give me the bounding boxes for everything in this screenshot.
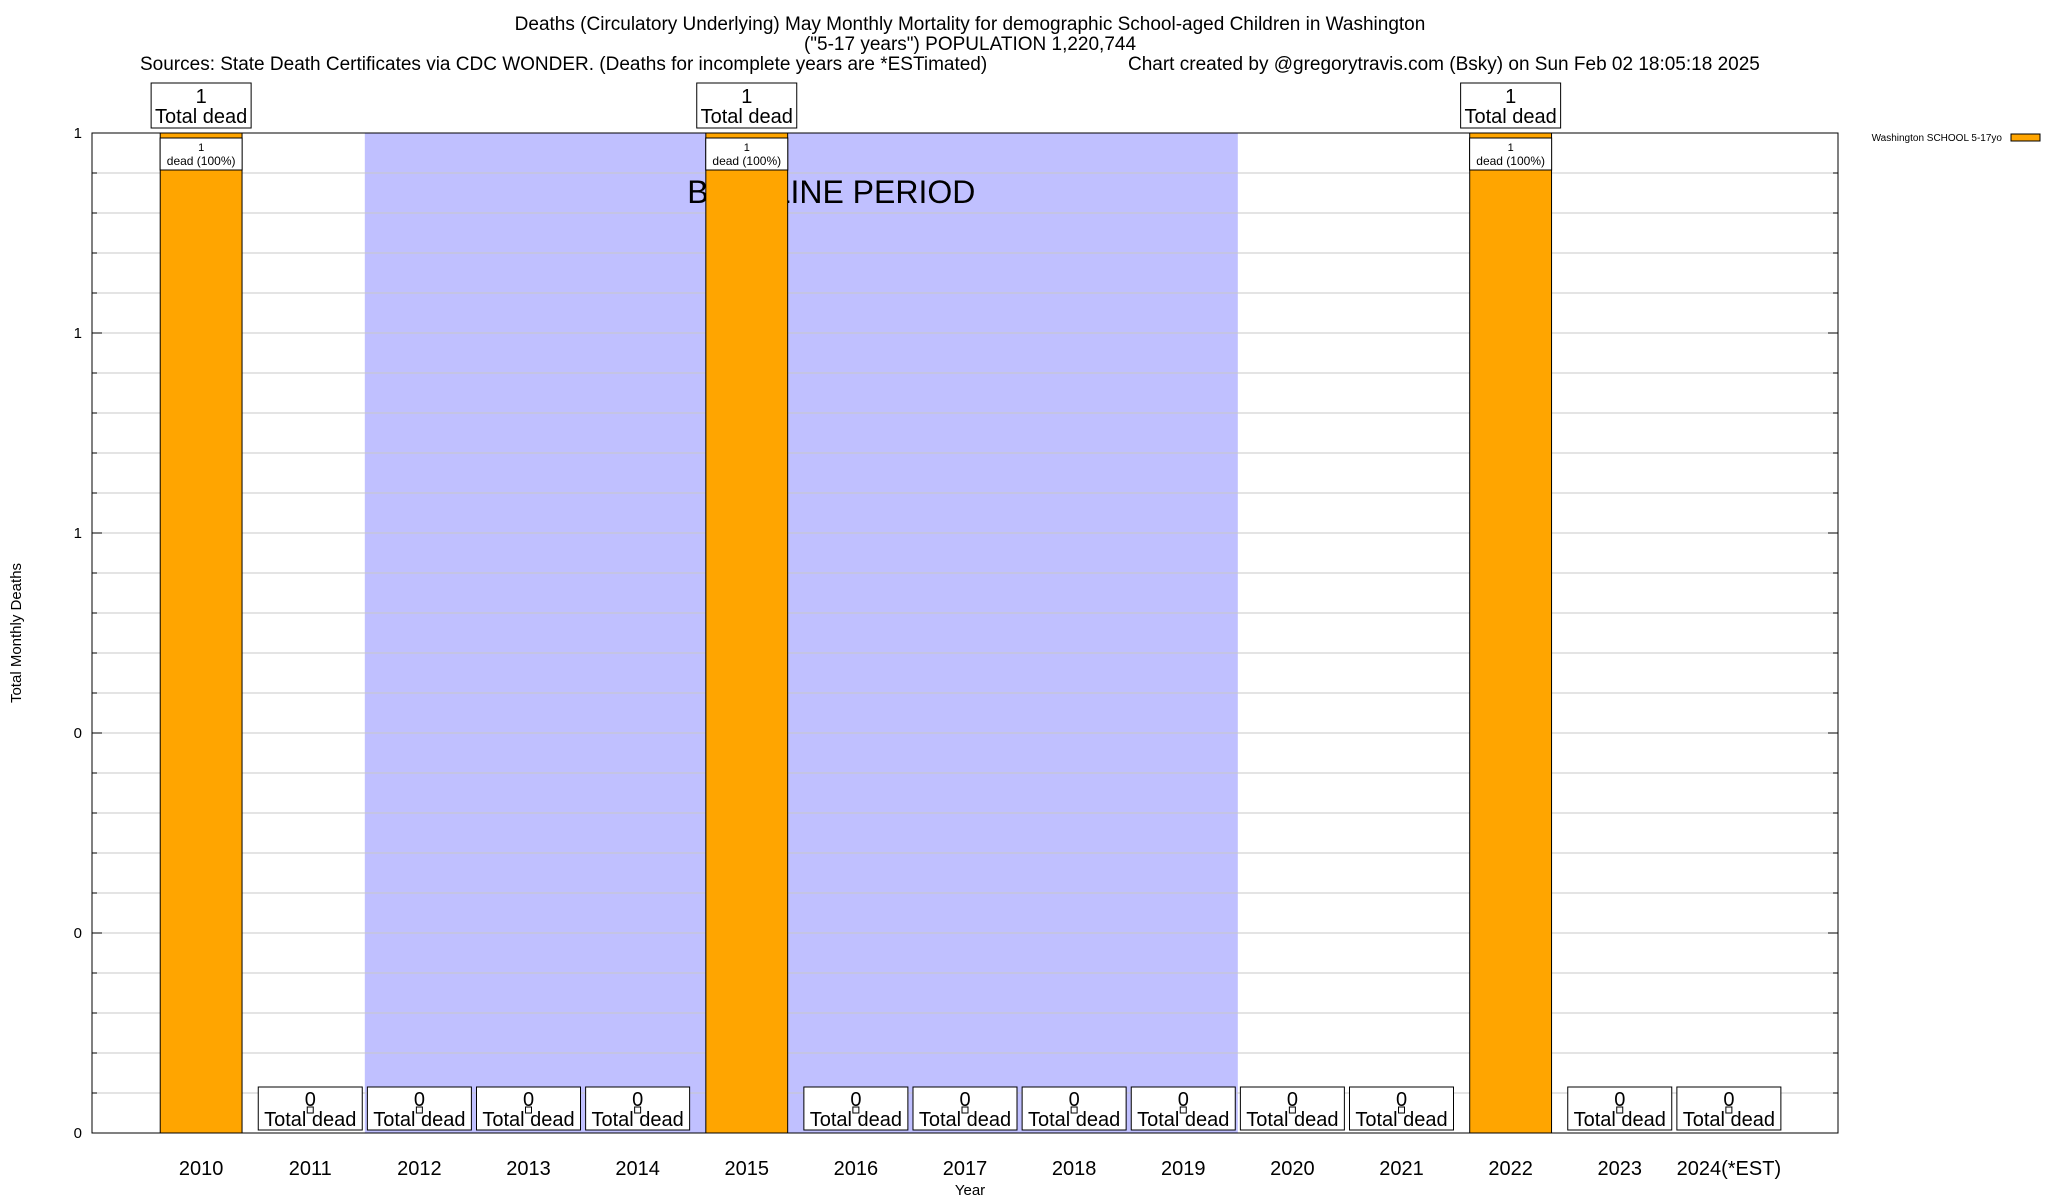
x-tick-label: 2023	[1598, 1158, 1643, 1180]
zero-marker	[525, 1106, 532, 1114]
total-label-text: Total dead	[1355, 1109, 1447, 1131]
total-label-value: 0	[414, 1089, 425, 1111]
total-label-value: 0	[1396, 1089, 1407, 1111]
total-label-box	[1460, 82, 1562, 129]
total-label-value: 0	[523, 1089, 534, 1111]
x-tick-label: 2020	[1270, 1158, 1315, 1180]
segment-label: dead (100%)	[167, 154, 236, 168]
total-label-value: 0	[850, 1089, 861, 1111]
segment-label: 1	[198, 142, 204, 154]
segment-label: dead (100%)	[712, 154, 781, 168]
total-label-value: 1	[741, 86, 752, 108]
total-label-text: Total dead	[810, 1109, 902, 1131]
y-tick-label: 0	[74, 1125, 82, 1142]
total-label-text: Total dead	[482, 1109, 574, 1131]
zero-marker	[1288, 1106, 1296, 1114]
segment-label-box	[1469, 137, 1553, 171]
total-label-value: 1	[1505, 86, 1516, 108]
x-tick-label: 2019	[1161, 1158, 1206, 1180]
plot-border	[91, 132, 1839, 1134]
total-label-text: Total dead	[1683, 1109, 1775, 1131]
total-label-text: Total dead	[1137, 1109, 1229, 1131]
zero-marker	[1398, 1106, 1405, 1114]
baseline-period-shade	[364, 133, 1238, 1133]
total-label-text: Total dead	[1464, 106, 1556, 128]
x-tick-label: 2015	[725, 1158, 770, 1180]
chart-title-line-2: ("5-17 years") POPULATION 1,220,744	[803, 34, 1137, 55]
zero-marker	[1616, 1106, 1624, 1114]
x-tick-label: 2018	[1052, 1158, 1097, 1180]
segment-label: 1	[744, 142, 750, 154]
y-tick-label: 0	[74, 725, 82, 742]
zero-marker	[306, 1106, 314, 1114]
total-label-value: 0	[632, 1089, 643, 1111]
total-label-text: Total dead	[1028, 1109, 1120, 1131]
total-label-box	[1676, 1086, 1782, 1131]
x-tick-label: 2021	[1379, 1158, 1424, 1180]
y-tick-label: 1	[74, 525, 82, 542]
zero-marker	[961, 1106, 969, 1114]
zero-marker	[415, 1106, 423, 1114]
bar	[705, 132, 789, 1134]
zero-marker	[1179, 1106, 1187, 1114]
segment-label-box	[159, 137, 243, 171]
segment-label-box	[705, 137, 789, 171]
x-tick-label: 2016	[834, 1158, 879, 1180]
total-label-value: 0	[305, 1089, 316, 1111]
x-tick-label: 2010	[179, 1158, 224, 1180]
x-axis-label: Year	[955, 1182, 985, 1199]
y-axis-label: Total Monthly Deaths	[8, 563, 25, 703]
y-tick-label: 1	[74, 325, 82, 342]
chart-sources-note: Sources: State Death Certificates via CD…	[140, 54, 988, 75]
y-tick-label: 0	[74, 925, 82, 942]
total-label-value: 0	[1723, 1089, 1734, 1111]
x-tick-label: 2012	[397, 1158, 442, 1180]
total-label-text: Total dead	[1246, 1109, 1338, 1131]
segment-label: dead (100%)	[1476, 154, 1545, 168]
y-tick-label: 1	[74, 125, 82, 142]
chart-title-line-1: Deaths (Circulatory Underlying) May Mont…	[514, 14, 1426, 35]
total-label-box	[150, 82, 252, 129]
total-label-box	[696, 82, 798, 129]
total-label-text: Total dead	[591, 1109, 683, 1131]
total-label-value: 0	[1069, 1089, 1080, 1111]
total-label-value: 0	[1287, 1089, 1298, 1111]
total-label-text: Total dead	[1574, 1109, 1666, 1131]
total-label-text: Total dead	[264, 1109, 356, 1131]
legend-swatch	[2010, 133, 2041, 142]
total-label-text: Total dead	[155, 106, 247, 128]
legend-entry-label: Washington SCHOOL 5-17yo	[1872, 133, 2003, 144]
x-tick-label: 2014	[615, 1158, 660, 1180]
segment-label: 1	[1508, 142, 1514, 154]
zero-marker	[852, 1106, 860, 1114]
total-label-value: 0	[959, 1089, 970, 1111]
chart-credit-note: Chart created by @gregorytravis.com (Bsk…	[1128, 54, 1760, 75]
bar	[1469, 132, 1553, 1134]
total-label-value: 0	[1178, 1089, 1189, 1111]
x-tick-label: 2022	[1488, 1158, 1533, 1180]
total-label-value: 0	[1614, 1089, 1625, 1111]
zero-marker	[1725, 1106, 1733, 1114]
x-tick-label: 2024(*EST)	[1677, 1158, 1782, 1180]
zero-marker	[634, 1106, 642, 1114]
x-tick-label: 2011	[289, 1158, 332, 1180]
bar	[159, 132, 243, 1134]
total-label-text: Total dead	[919, 1109, 1011, 1131]
x-tick-label: 2017	[943, 1158, 988, 1180]
zero-marker	[1070, 1106, 1078, 1114]
total-label-value: 1	[196, 86, 207, 108]
total-label-text: Total dead	[701, 106, 793, 128]
x-tick-label: 2013	[506, 1158, 551, 1180]
total-label-text: Total dead	[373, 1109, 465, 1131]
